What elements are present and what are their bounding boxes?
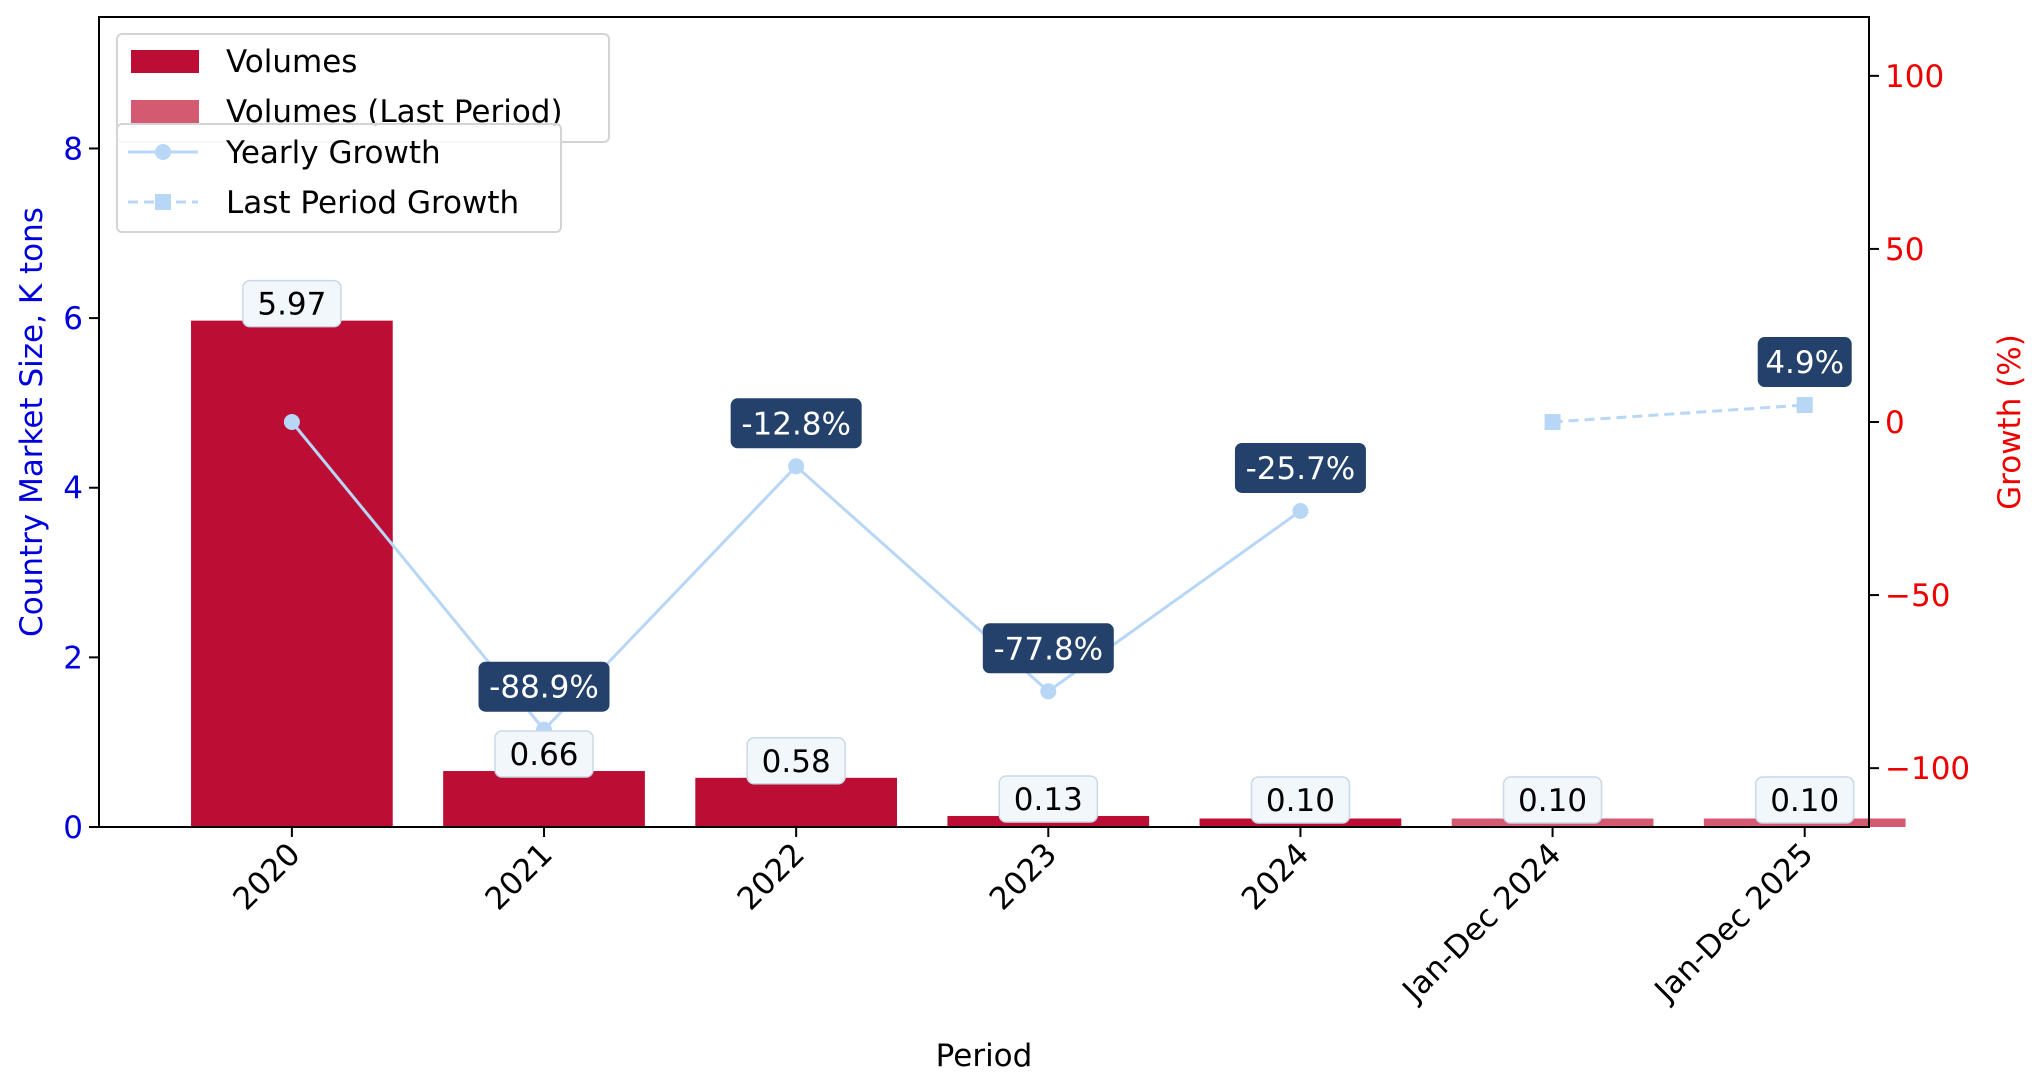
value-label-box-2022 — [746, 737, 846, 785]
bars-layer — [191, 320, 1906, 827]
point-yearly-growth-2023 — [1040, 683, 1057, 700]
y2-tick-label-50: −50 — [1885, 578, 1950, 614]
growth-label-2023: -77.8% — [993, 631, 1103, 667]
y2-axis-title: Growth (%) — [1992, 334, 2028, 510]
bar-volumes-2020 — [191, 320, 393, 827]
value-label-jan-dec-2024: 0.10 — [1518, 783, 1587, 819]
x-tick-label-2023: 2023 — [983, 836, 1064, 917]
legend-label-yearly-growth: Yearly Growth — [225, 135, 441, 171]
bar-volumes-2022 — [695, 777, 898, 827]
legend-lines-frame — [116, 123, 562, 233]
y2-tick-label-0: 0 — [1885, 405, 1905, 441]
value-label-2024: 0.10 — [1266, 783, 1335, 819]
value-label-box-2021 — [494, 730, 594, 778]
line-last-period-growth — [1552, 403, 1805, 424]
growth-label-box-2021 — [478, 661, 610, 712]
value-label-box-2024 — [1250, 776, 1351, 824]
y2-tick-label-100: −100 — [1885, 751, 1970, 787]
bar-volumes-2021 — [443, 771, 645, 827]
point-yearly-growth-2020 — [283, 414, 300, 430]
x-tick-label-jan-dec-2025: Jan-Dec 2025 — [1647, 836, 1821, 1010]
value-label-2020: 5.97 — [257, 287, 326, 323]
growth-label-2022: -12.8% — [741, 406, 851, 442]
x-tick-label-2021: 2021 — [478, 836, 559, 917]
growth-label-box-2024 — [1234, 442, 1366, 493]
value-label-box-2020 — [242, 279, 342, 328]
point-yearly-growth-2022 — [788, 458, 805, 475]
growth-label-box-2023 — [982, 623, 1114, 674]
value-label-2023: 0.13 — [1014, 782, 1083, 818]
x-axis-title: Period — [936, 1038, 1033, 1074]
growth-label-box-jan-dec-2025 — [1757, 337, 1852, 388]
value-label-2022: 0.58 — [762, 744, 831, 780]
value-label-box-jan-dec-2024 — [1502, 776, 1603, 824]
growth-label-jan-dec-2025: 4.9% — [1765, 345, 1844, 381]
growth-label-2021: -88.9% — [489, 670, 599, 706]
legend-swatch-volumes-last-period — [131, 100, 199, 123]
y2-tick-label-50: 50 — [1885, 232, 1924, 268]
y-tick-label-8: 8 — [63, 131, 83, 167]
value-label-jan-dec-2025: 0.10 — [1770, 783, 1839, 819]
legend-label-volumes: Volumes — [226, 44, 357, 80]
x-tick-label-2024: 2024 — [1235, 836, 1316, 917]
x-tick-label-2020: 2020 — [226, 836, 307, 917]
y-tick-label-0: 0 — [63, 810, 83, 846]
data-labels-layer: 5.97 0.66 0.58 0.13 0.10 0.10 0.10 -88.9% -12.8%… — [242, 279, 1855, 824]
growth-label-2024: -25.7% — [1246, 451, 1356, 487]
value-label-box-2023 — [998, 775, 1099, 823]
value-label-2021: 0.66 — [510, 737, 579, 773]
x-tick-label-jan-dec-2024: Jan-Dec 2024 — [1394, 836, 1568, 1010]
legend-lines: Yearly Growth Last Period Growth — [116, 123, 562, 233]
y-tick-label-4: 4 — [63, 471, 83, 507]
y-tick-label-6: 6 — [63, 301, 83, 337]
point-yearly-growth-2024 — [1292, 502, 1309, 519]
point-last-period-growth-jan-dec-2025 — [1796, 397, 1813, 414]
y-tick-label-2: 2 — [63, 640, 83, 676]
growth-label-box-2022 — [730, 398, 862, 449]
x-tick-label-2022: 2022 — [731, 836, 812, 917]
value-label-box-jan-dec-2025 — [1754, 776, 1855, 824]
legend-swatch-volumes — [131, 50, 199, 73]
point-last-period-growth-jan-dec-2024 — [1544, 414, 1561, 430]
legend-marker-yearly-growth — [155, 144, 171, 160]
legend-label-last-period-growth: Last Period Growth — [226, 185, 519, 221]
legend-marker-last-period-growth — [155, 194, 171, 210]
y-axis-title: Country Market Size, K tons — [14, 207, 50, 637]
y2-tick-label-100: 100 — [1885, 59, 1944, 95]
